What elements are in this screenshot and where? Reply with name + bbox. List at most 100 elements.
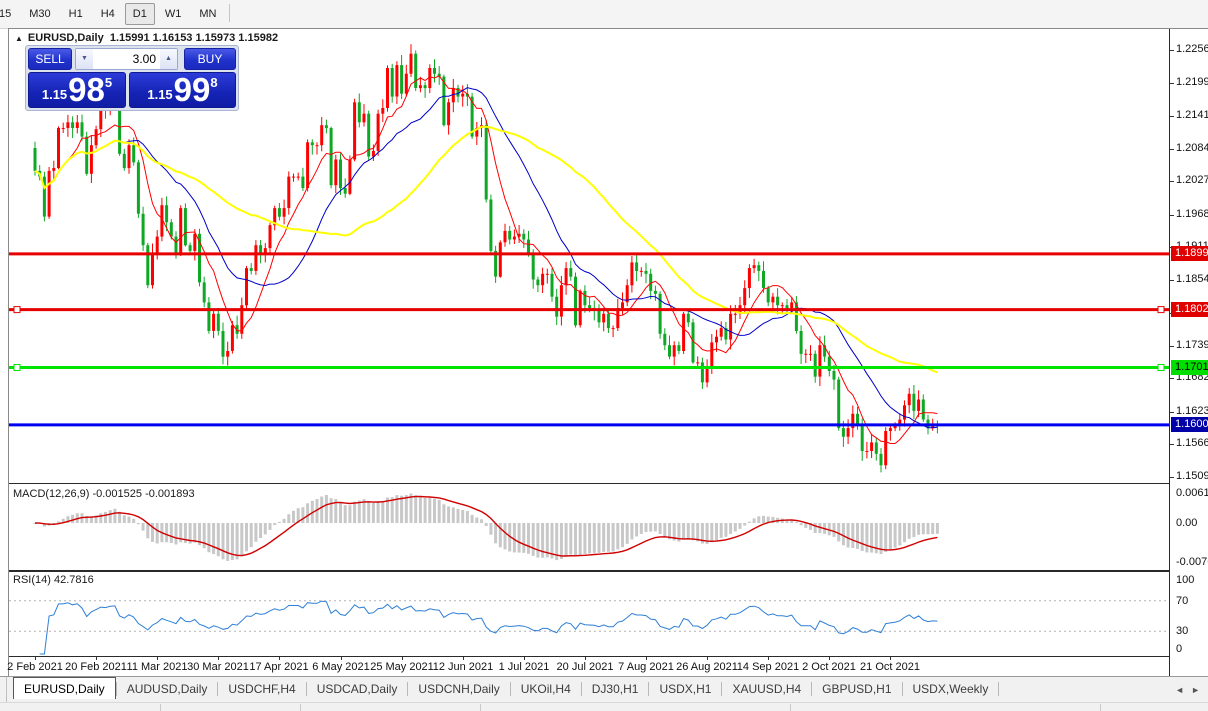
date-tick <box>768 657 769 660</box>
timeframe-button-m30[interactable]: M30 <box>29 8 51 20</box>
timeframe-button-h4[interactable]: H4 <box>100 8 115 20</box>
buy-button[interactable]: BUY <box>184 48 236 70</box>
date-tick <box>157 657 158 660</box>
price-tick <box>1170 444 1174 445</box>
buy-price-big: 99 <box>173 71 211 108</box>
tab-scroll-right-icon[interactable]: ► <box>1191 685 1200 695</box>
date-label: 25 May 2021 <box>370 661 434 673</box>
price-label: 1.21410 <box>1176 109 1208 121</box>
tab-scroll-left-icon[interactable]: ◄ <box>1175 685 1184 695</box>
hline-handle[interactable] <box>13 306 21 314</box>
sell-price-base: 1.15 <box>41 87 68 102</box>
hline-handle[interactable] <box>13 364 21 371</box>
rsi-axis-70: 70 <box>1176 594 1189 607</box>
macd-axis-zero: 0.00 <box>1176 517 1198 530</box>
sell-button[interactable]: SELL <box>28 48 72 70</box>
chart-tab-ukoil[interactable]: UKOil,H4 <box>520 682 571 696</box>
price-tick <box>1170 116 1174 117</box>
status-bar <box>0 702 1208 711</box>
buy-price-display[interactable]: 1.15 99 8 <box>129 72 236 108</box>
date-axis[interactable]: 2 Feb 2021 20 Feb 2021 11 Mar 2021 30 Mar 2… <box>7 656 1169 678</box>
date-tick <box>829 657 830 660</box>
chart-tab-usdx[interactable]: USDX,Weekly <box>912 682 989 696</box>
hline-handle[interactable] <box>1157 306 1165 314</box>
price-tick <box>1170 83 1174 84</box>
chart-tab-dj30[interactable]: DJ30,H1 <box>591 682 639 696</box>
date-label: 17 Apr 2021 <box>249 661 309 673</box>
timeframe-button-h1[interactable]: H1 <box>68 8 83 20</box>
volume-stepper: ▼ ▲ <box>75 48 178 70</box>
date-tick <box>646 657 647 660</box>
collapse-panel-icon[interactable]: ▲ <box>15 34 23 43</box>
chart-ohlc-values: 1.15991 1.16153 1.15973 1.15982 <box>109 32 279 44</box>
macd-pane[interactable]: MACD(12,26,9) -0.001525 -0.001893 <box>9 486 1169 570</box>
price-tick <box>1170 215 1174 216</box>
price-axis[interactable]: 1.22565 1.21995 1.21410 1.20840 1.20270 1.196… <box>1169 29 1208 677</box>
volume-input[interactable] <box>93 49 160 69</box>
price-tick <box>1170 378 1174 379</box>
date-label: 30 Mar 2021 <box>187 661 249 673</box>
tab-separator <box>811 681 813 696</box>
rsi-axis-100: 100 <box>1176 574 1195 586</box>
buy-price-base: 1.15 <box>147 87 173 102</box>
price-label: 1.15095 <box>1176 470 1208 482</box>
macd-label: MACD(12,26,9) -0.001525 -0.001893 <box>13 488 195 500</box>
hline-handle[interactable] <box>1157 364 1165 371</box>
macd-histogram <box>33 493 939 561</box>
chart-tab-eurusd[interactable]: EURUSD,Daily <box>13 677 116 699</box>
sell-price-display[interactable]: 1.15 98 5 <box>28 72 126 108</box>
rsi-pane[interactable]: RSI(14) 42.7816 <box>9 572 1169 656</box>
chart-tab-xauusd[interactable]: XAUUSD,H4 <box>732 682 802 696</box>
timeframe-button-w1[interactable]: W1 <box>164 8 182 20</box>
timeframe-button-mn[interactable]: MN <box>199 8 217 20</box>
date-tick <box>402 657 403 660</box>
tab-separator <box>217 681 219 696</box>
date-label: 11 Mar 2021 <box>126 661 188 673</box>
main-chart-pane[interactable]: ▲ EURUSD,Daily 1.15991 1.16153 1.15973 1.… <box>9 29 1169 483</box>
chart-tab-usdcnh[interactable]: USDCNH,Daily <box>418 682 500 696</box>
sell-price-big: 98 <box>68 71 105 108</box>
price-tick <box>1170 346 1174 347</box>
price-tick <box>1170 149 1174 150</box>
date-label: 14 Sep 2021 <box>736 661 800 673</box>
price-label: 1.22565 <box>1176 43 1208 55</box>
timeframe-button-d1[interactable]: D1 <box>124 3 155 25</box>
chart-tab-gbpusd[interactable]: GBPUSD,H1 <box>822 682 892 696</box>
chart-tab-usdx[interactable]: USDX,H1 <box>659 682 712 696</box>
pane-divider[interactable] <box>9 569 1169 572</box>
price-label: 1.20840 <box>1176 142 1208 154</box>
timeframe-button-15[interactable]: 15 <box>0 8 12 20</box>
date-label: 26 Aug 2021 <box>676 661 738 673</box>
sell-price-sup: 5 <box>104 75 113 90</box>
price-line-badge: 1.17010 <box>1171 360 1208 375</box>
price-tick <box>1170 50 1174 51</box>
toolbar-separator <box>229 3 231 22</box>
candlestick-chart[interactable] <box>9 29 1169 483</box>
price-label: 1.21995 <box>1176 76 1208 88</box>
chart-tab-usdcad[interactable]: USDCAD,Daily <box>316 682 398 696</box>
macd-signal-line <box>34 495 938 557</box>
rsi-axis-0: 0 <box>1176 643 1183 655</box>
date-tick <box>96 657 97 660</box>
volume-increase-button[interactable]: ▲ <box>160 49 177 69</box>
date-label: 1 Jul 2021 <box>498 661 550 673</box>
macd-axis-min: -0.00762 <box>1176 556 1208 568</box>
date-tick <box>341 657 342 660</box>
ma-medium-line <box>34 87 938 429</box>
timeframe-toolbar: 15 M30 H1 H4 D1 W1 MN <box>0 0 1208 29</box>
price-line-badge: 1.18024 <box>1171 302 1208 317</box>
macd-chart <box>33 493 939 561</box>
date-label: 12 Jun 2021 <box>432 661 494 673</box>
chart-tab-usdchf[interactable]: USDCHF,H4 <box>228 682 296 696</box>
chart-title: ▲ EURUSD,Daily 1.15991 1.16153 1.15973 1.… <box>15 32 278 44</box>
date-tick <box>890 657 891 660</box>
tab-separator <box>580 681 582 696</box>
rsi-line <box>39 600 938 655</box>
ma-slow-line <box>34 125 938 374</box>
price-label: 1.20270 <box>1176 174 1208 186</box>
chart-tab-audusd[interactable]: AUDUSD,Daily <box>126 682 208 696</box>
tab-separator <box>115 681 117 696</box>
volume-decrease-button[interactable]: ▼ <box>76 49 93 69</box>
price-tick <box>1170 181 1174 182</box>
